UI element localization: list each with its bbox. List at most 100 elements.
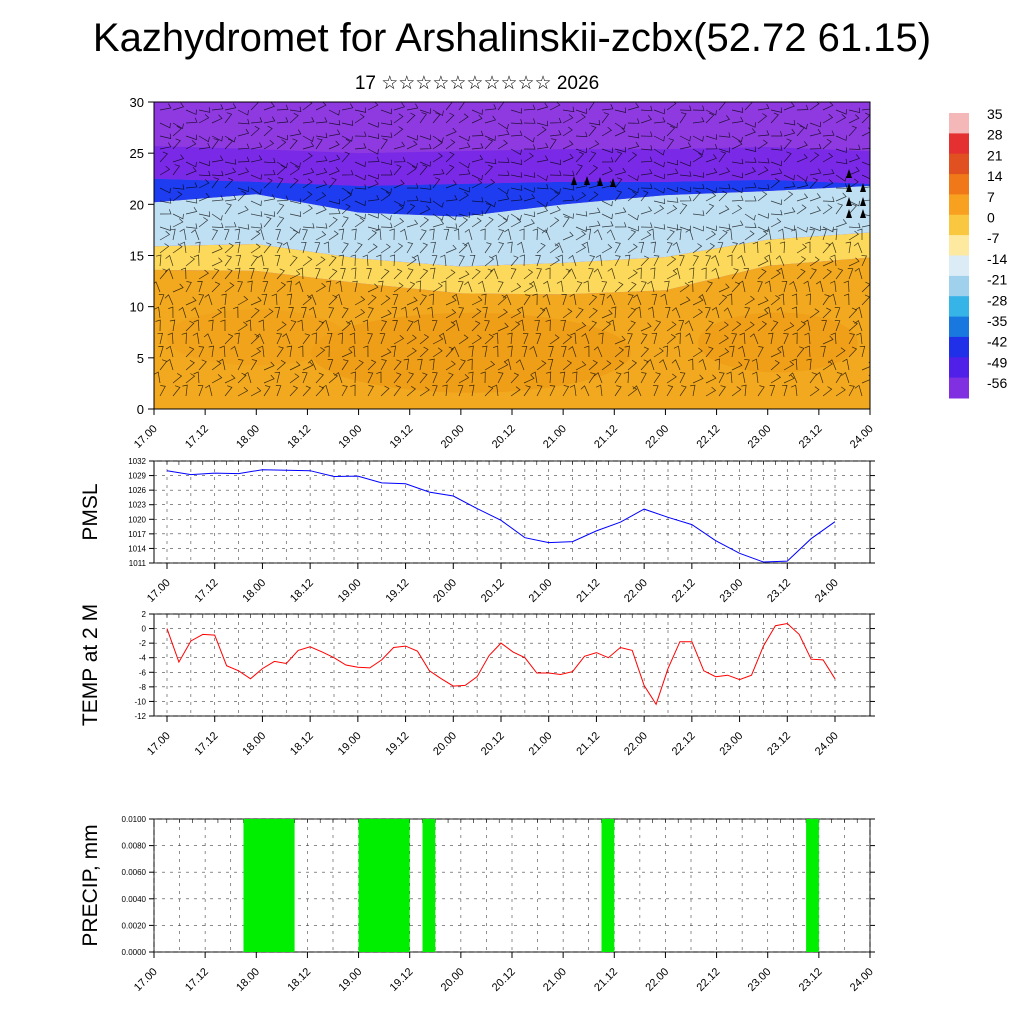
wind-barb (739, 332, 746, 345)
wind-barb (380, 138, 388, 150)
temp-xtick-label: 23.12 (765, 730, 793, 758)
precip-xtick-label: 21.12 (592, 966, 620, 994)
wind-flag (846, 209, 852, 218)
wind-barb (289, 198, 302, 205)
wind-barb (687, 280, 694, 293)
wind-barb (510, 195, 523, 202)
wind-barb (185, 320, 195, 332)
wind-barb (289, 255, 298, 267)
wind-barb (289, 161, 301, 168)
wind-barb (237, 167, 250, 176)
wind-barb (219, 345, 226, 358)
wind-barb (627, 243, 638, 254)
precip-bar (806, 819, 819, 952)
cross-section-panel: 0 5 10 15 20 25 30 17.00 17.12 18.00 18.12 19.00 19.… (130, 95, 876, 451)
wind-barb (627, 102, 640, 111)
wind-barb (549, 117, 562, 124)
wind-barb (258, 319, 265, 332)
wind-barb (406, 281, 416, 293)
wind-barb (220, 319, 226, 331)
wind-barb (427, 306, 434, 319)
wind-barb (406, 140, 418, 150)
wind-barb (588, 125, 597, 137)
wind-barb (718, 190, 728, 202)
wind-barb (575, 191, 587, 202)
wind-barb (367, 194, 380, 202)
wind-barb (497, 281, 504, 293)
wind-barb (568, 346, 577, 358)
wind-barb (789, 281, 798, 293)
wind-barb (484, 333, 494, 345)
wind-barb (596, 384, 603, 397)
wind-barb (770, 373, 781, 384)
wind-barb (406, 183, 419, 189)
wind-barb (208, 319, 214, 332)
wind-barb (464, 228, 473, 241)
wind-barb (640, 372, 647, 384)
wind-barb (302, 229, 308, 241)
colorbar-label: 0 (987, 210, 995, 226)
wind-barb (834, 307, 841, 319)
wind-barb (497, 139, 508, 150)
wind-barb (545, 371, 552, 384)
wind-barb (376, 254, 382, 267)
wind-barb (289, 361, 301, 371)
wind-barb (419, 108, 431, 114)
wind-barb (367, 283, 379, 293)
wind-barb (198, 346, 205, 358)
wind-barb (822, 204, 833, 215)
colorbar-label: 14 (987, 168, 1003, 184)
wind-barb (523, 193, 536, 202)
wind-barb (354, 161, 366, 168)
wind-barb (738, 371, 746, 384)
wind-barb (198, 142, 211, 150)
wind-barb (379, 333, 386, 345)
wind-barb (575, 113, 586, 124)
wind-barb (627, 229, 637, 241)
wind-barb (255, 333, 265, 345)
wind-barb (276, 242, 283, 254)
wind-barb (445, 151, 455, 163)
wind-barb (419, 242, 428, 254)
wind-barb (367, 133, 380, 139)
wind-barb (614, 127, 626, 137)
wind-barb (623, 371, 629, 384)
wind-barb (523, 294, 531, 306)
wind-barb (507, 345, 513, 358)
colorbar-swatch (949, 377, 969, 399)
wind-barb (731, 321, 742, 332)
wind-barb (419, 346, 429, 358)
wind-barb (341, 191, 352, 202)
wind-barb (536, 268, 542, 280)
wind-barb (159, 122, 171, 129)
wind-barb (843, 293, 850, 306)
wind-barb (777, 345, 785, 358)
wind-barb (154, 371, 161, 384)
wind-barb (744, 146, 757, 152)
wind-flag (584, 176, 590, 185)
wind-barb (562, 360, 573, 371)
wind-barb (286, 345, 293, 358)
wind-barb (848, 333, 855, 345)
wind-barb (646, 359, 655, 371)
wind-barb (770, 145, 783, 151)
wind-barb (770, 160, 782, 167)
wind-barb (705, 192, 717, 202)
wind-barb (830, 332, 837, 345)
wind-barb (224, 138, 234, 150)
temp-ytick-label: -4 (139, 654, 147, 663)
wind-barb (471, 143, 484, 150)
wind-barb (523, 144, 536, 150)
wind-barb (276, 164, 286, 176)
wind-barb (575, 147, 587, 154)
wind-barb (593, 268, 603, 280)
wind-barb (640, 333, 648, 345)
wind-barb (848, 114, 860, 124)
wind-barb (289, 229, 299, 241)
wind-barb (504, 228, 512, 241)
wind-barb (340, 268, 346, 280)
wind-barb (237, 205, 249, 215)
wind-barb (835, 147, 847, 153)
precip-xtick-label: 17.12 (183, 966, 211, 994)
wind-barb (328, 198, 340, 205)
